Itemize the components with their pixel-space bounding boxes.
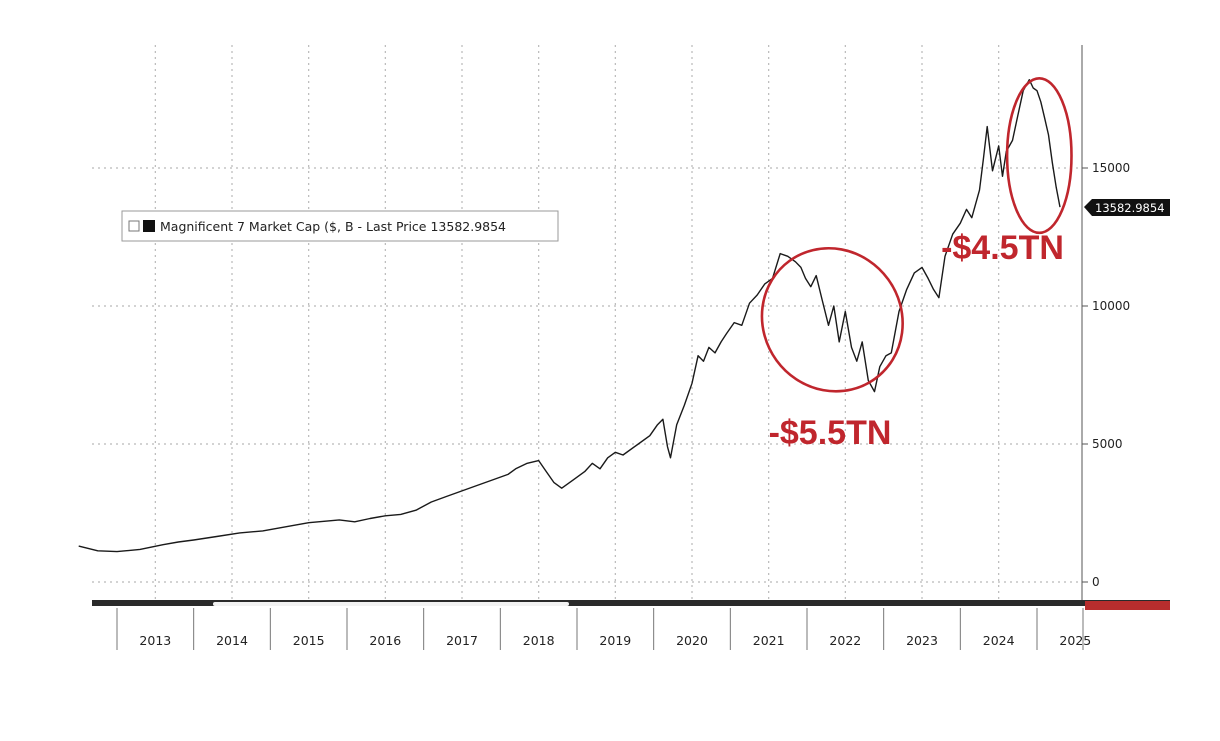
annotation-label-1: -$5.5TN <box>769 414 892 452</box>
x-tick-label-2021: 2021 <box>753 633 785 648</box>
annotation-ellipse-2 <box>1005 77 1073 235</box>
x-tick-label-2020: 2020 <box>676 633 708 648</box>
x-tick-label-2016: 2016 <box>369 633 401 648</box>
legend-swatch-icon <box>128 220 140 232</box>
legend-color-icon <box>143 220 155 232</box>
grid-lines <box>92 45 1082 600</box>
x-tick-label-2024: 2024 <box>983 633 1015 648</box>
legend-box: Magnificent 7 Market Cap ($, B - Last Pr… <box>121 210 559 242</box>
x-tick-label-2014: 2014 <box>216 633 248 648</box>
x-tick-label-2019: 2019 <box>599 633 631 648</box>
y-tick-label-10000: 10000 <box>1092 299 1130 313</box>
x-tick-label-2015: 2015 <box>293 633 325 648</box>
x-tick-label-2023: 2023 <box>906 633 938 648</box>
y-axis-ticks: 0 5000 10000 15000 <box>1082 161 1130 589</box>
x-tick-label-2025: 2025 <box>1059 633 1091 648</box>
series-line-magnificent-7 <box>78 79 1061 553</box>
last-price-label: 13582.9854 <box>1095 201 1165 215</box>
x-tick-label-2017: 2017 <box>446 633 478 648</box>
x-tick-label-2022: 2022 <box>829 633 861 648</box>
x-tick-label-2013: 2013 <box>139 633 171 648</box>
annotation-ellipse-1 <box>760 246 904 393</box>
x-axis-right-marker <box>1085 601 1170 610</box>
x-axis-bar <box>92 600 1170 606</box>
y-tick-label-5000: 5000 <box>1092 437 1123 451</box>
annotation-label-2: -$4.5TN <box>941 229 1064 267</box>
legend-label: Magnificent 7 Market Cap ($, B - Last Pr… <box>160 219 506 234</box>
annotations: -$5.5TN -$4.5TN <box>760 77 1073 452</box>
last-price-marker: 13582.9854 <box>1084 199 1170 216</box>
x-tick-label-2018: 2018 <box>523 633 555 648</box>
y-tick-label-15000: 15000 <box>1092 161 1130 175</box>
x-axis-year-ticks: 2013 2014 2015 2016 2017 2018 2019 2020 2021 2022… <box>116 608 1091 650</box>
y-tick-label-0: 0 <box>1092 575 1100 589</box>
time-scrollbar[interactable] <box>213 602 569 606</box>
